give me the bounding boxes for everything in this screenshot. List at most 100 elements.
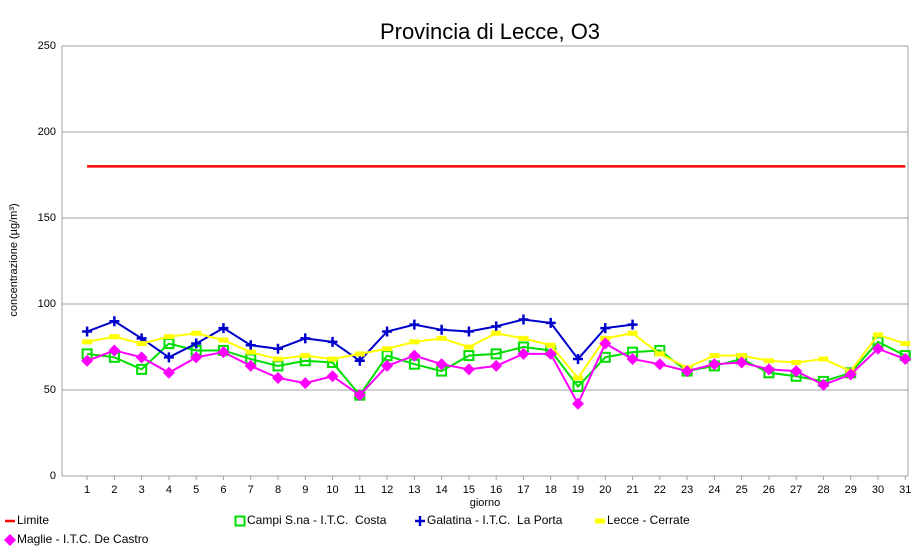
- marker: [136, 341, 147, 347]
- marker: [573, 354, 583, 365]
- marker: [844, 368, 857, 381]
- marker: [273, 343, 283, 354]
- marker: [463, 344, 474, 350]
- marker: [81, 354, 94, 367]
- marker: [654, 351, 665, 357]
- marker: [109, 316, 120, 327]
- x-tick-label: 30: [872, 484, 884, 496]
- marker: [595, 518, 605, 524]
- y-tick-label: 100: [38, 298, 56, 310]
- marker: [462, 363, 475, 376]
- marker: [627, 330, 638, 336]
- y-tick-label: 50: [44, 384, 56, 396]
- x-tick-label: 21: [626, 484, 638, 496]
- marker: [873, 332, 883, 338]
- chart-title: Provincia di Lecce, O3: [380, 19, 600, 44]
- x-tick-label: 13: [408, 484, 420, 496]
- marker: [381, 359, 394, 372]
- marker: [517, 347, 530, 360]
- marker: [408, 349, 421, 362]
- x-tick-label: 23: [681, 484, 693, 496]
- x-tick-label: 2: [111, 484, 117, 496]
- marker: [763, 358, 774, 364]
- x-tick-label: 25: [736, 484, 748, 496]
- x-tick-label: 19: [572, 484, 584, 496]
- x-tick-label: 11: [354, 484, 365, 496]
- marker: [244, 359, 257, 372]
- x-tick-label: 29: [845, 484, 857, 496]
- marker: [354, 351, 365, 357]
- marker: [300, 333, 311, 344]
- x-tick-label: 22: [654, 484, 666, 496]
- legend-label: Limite: [17, 513, 49, 527]
- x-tick-label: 6: [220, 484, 226, 496]
- marker: [627, 319, 638, 330]
- marker: [545, 317, 556, 328]
- marker: [436, 324, 447, 335]
- x-tick-label: 28: [817, 484, 829, 496]
- legend-label: Maglie - I.T.C. De Castro: [17, 532, 149, 546]
- marker: [135, 351, 148, 364]
- marker: [735, 356, 748, 369]
- x-tick-label: 20: [599, 484, 611, 496]
- x-tick-label: 12: [381, 484, 393, 496]
- marker: [463, 350, 475, 362]
- marker: [108, 344, 121, 357]
- marker: [518, 314, 529, 325]
- marker: [299, 377, 312, 390]
- marker: [218, 323, 229, 334]
- marker: [382, 346, 393, 352]
- marker: [217, 346, 230, 359]
- marker: [736, 353, 747, 359]
- marker: [490, 359, 503, 372]
- y-axis-label: concentrazione (µg/m³): [8, 203, 20, 316]
- marker: [818, 356, 829, 362]
- x-tick-label: 26: [763, 484, 775, 496]
- marker: [599, 351, 611, 363]
- y-tick-label: 150: [38, 212, 56, 224]
- x-tick-label: 10: [326, 484, 338, 496]
- x-tick-label: 24: [708, 484, 720, 496]
- x-tick-label: 3: [139, 484, 145, 496]
- marker: [681, 365, 694, 378]
- x-axis-label: giorno: [470, 497, 501, 509]
- marker: [872, 342, 884, 355]
- marker: [409, 339, 420, 345]
- marker: [518, 335, 529, 341]
- marker: [327, 336, 338, 347]
- marker: [163, 352, 174, 363]
- x-tick-label: 27: [790, 484, 802, 496]
- marker: [599, 337, 612, 350]
- marker: [762, 363, 775, 376]
- marker: [600, 323, 611, 334]
- marker: [409, 319, 420, 330]
- marker: [899, 353, 912, 366]
- marker: [709, 353, 720, 359]
- marker: [190, 351, 203, 364]
- marker: [491, 330, 502, 336]
- marker: [573, 375, 583, 381]
- marker: [136, 363, 148, 375]
- marker: [354, 355, 365, 366]
- marker: [191, 330, 202, 336]
- x-tick-label: 9: [302, 484, 308, 496]
- marker: [382, 326, 393, 337]
- marker: [300, 353, 311, 359]
- marker: [82, 339, 93, 345]
- marker: [327, 356, 338, 362]
- marker: [545, 342, 556, 348]
- x-tick-label: 17: [517, 484, 529, 496]
- x-tick-label: 15: [463, 484, 475, 496]
- marker: [708, 358, 721, 371]
- marker: [245, 349, 256, 355]
- marker: [653, 358, 666, 371]
- marker: [491, 321, 502, 332]
- legend-label: Galatina - I.T.C. La Porta: [427, 513, 563, 527]
- marker: [626, 353, 639, 366]
- marker: [572, 397, 584, 410]
- marker: [82, 326, 93, 337]
- marker: [272, 371, 284, 384]
- marker: [162, 366, 175, 379]
- marker: [790, 365, 803, 378]
